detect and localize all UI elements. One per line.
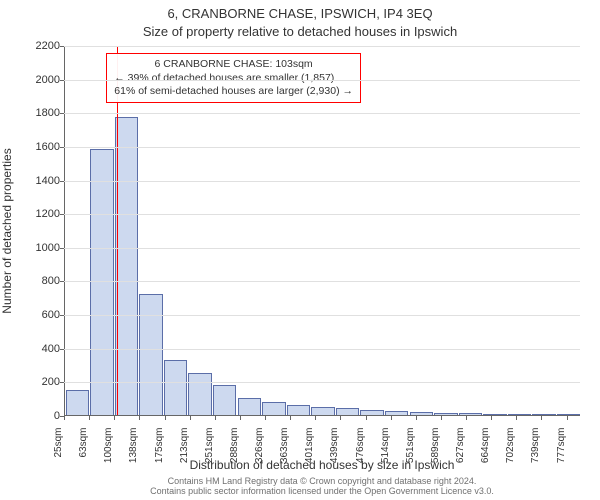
xtick-mark [315,416,316,420]
title-line-1: 6, CRANBORNE CHASE, IPSWICH, IP4 3EQ [0,6,600,21]
xtick-mark [114,416,115,420]
annotation-box: 6 CRANBORNE CHASE: 103sqm← 39% of detach… [106,53,361,102]
ytick-label: 800 [20,275,60,287]
gridline [64,315,580,316]
xtick-mark [89,416,90,420]
gridline [64,113,580,114]
chart-container: 6, CRANBORNE CHASE, IPSWICH, IP4 3EQ Siz… [0,0,600,500]
histogram-bar [459,413,482,415]
title-line-2: Size of property relative to detached ho… [0,24,600,39]
xtick-mark [466,416,467,420]
xtick-mark [340,416,341,420]
xtick-mark [215,416,216,420]
xtick-mark [190,416,191,420]
x-axis-label: Distribution of detached houses by size … [64,458,580,472]
xtick-mark [516,416,517,420]
xtick-mark [139,416,140,420]
ytick-label: 2000 [20,74,60,86]
ytick-label: 1000 [20,242,60,254]
gridline [64,214,580,215]
annotation-line: 61% of semi-detached houses are larger (… [114,85,353,98]
histogram-bar [262,402,285,415]
ytick-label: 1600 [20,141,60,153]
histogram-bar [483,414,506,415]
annotation-line: ← 39% of detached houses are smaller (1,… [114,72,353,85]
gridline [64,349,580,350]
gridline [64,281,580,282]
ytick-label: 2200 [20,40,60,52]
gridline [64,181,580,182]
gridline [64,382,580,383]
histogram-bar [410,412,433,415]
gridline [64,46,580,47]
histogram-bar [311,407,334,415]
histogram-bar [557,414,580,415]
ytick-label: 0 [20,410,60,422]
histogram-bar [360,410,383,415]
histogram-bar [336,408,359,415]
attribution-line-2: Contains public sector information licen… [64,486,580,496]
ytick-label: 1200 [20,208,60,220]
histogram-bar [508,414,531,415]
xtick-mark [567,416,568,420]
attribution-line-1: Contains HM Land Registry data © Crown c… [64,476,580,486]
xtick-mark [541,416,542,420]
histogram-bar [532,414,555,415]
gridline [64,248,580,249]
attribution: Contains HM Land Registry data © Crown c… [64,476,580,497]
ytick-label: 400 [20,343,60,355]
histogram-bar [139,294,162,415]
xtick-mark [416,416,417,420]
xtick-mark [491,416,492,420]
ytick-label: 1800 [20,107,60,119]
xtick-mark [441,416,442,420]
xtick-mark [240,416,241,420]
histogram-bar [213,385,236,415]
xtick-label: 25sqm [53,428,64,468]
histogram-bar [287,405,310,415]
histogram-bar [434,413,457,415]
gridline [64,80,580,81]
y-axis-label: Number of detached properties [0,46,16,416]
xtick-mark [265,416,266,420]
xtick-mark [366,416,367,420]
histogram-bar [385,411,408,415]
xtick-mark [64,416,65,420]
xtick-mark [290,416,291,420]
histogram-bar [164,360,187,416]
plot-area: 6 CRANBORNE CHASE: 103sqm← 39% of detach… [64,46,580,416]
ytick-label: 600 [20,309,60,321]
xtick-mark [391,416,392,420]
ytick-label: 1400 [20,175,60,187]
annotation-line: 6 CRANBORNE CHASE: 103sqm [114,58,353,71]
ytick-label: 200 [20,376,60,388]
histogram-bar [188,373,211,415]
gridline [64,147,580,148]
xtick-mark [165,416,166,420]
histogram-bar [66,390,89,415]
histogram-bar [238,398,261,415]
